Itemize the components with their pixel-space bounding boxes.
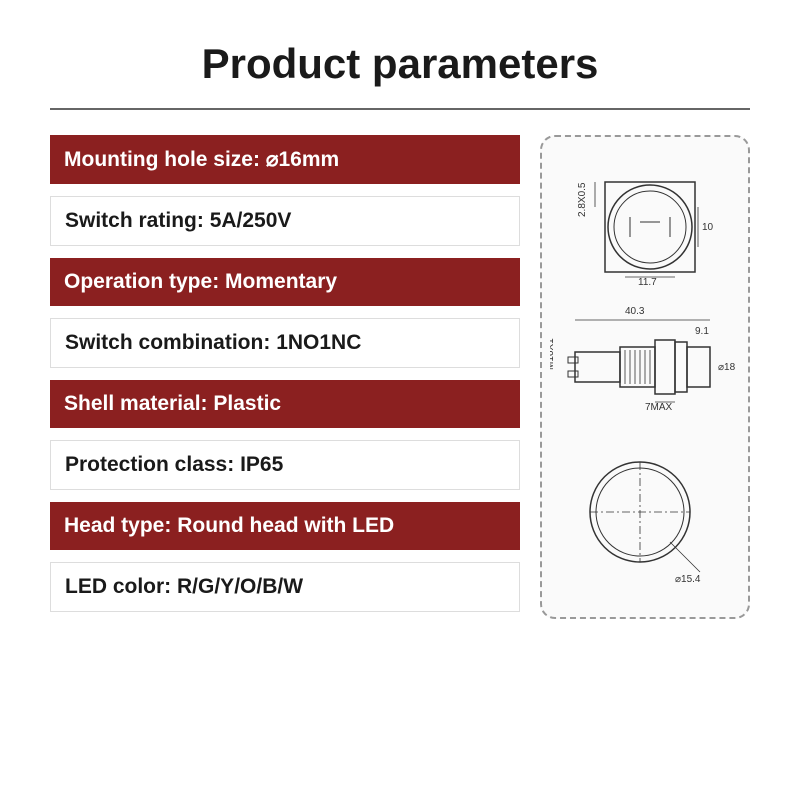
diagram-top-view: 2.8X0.5 10 11.7 bbox=[570, 152, 720, 287]
param-mounting-hole: Mounting hole size: ⌀16mm bbox=[50, 135, 520, 184]
parameter-list: Mounting hole size: ⌀16mm Switch rating:… bbox=[50, 135, 520, 619]
page-title: Product parameters bbox=[50, 40, 750, 88]
dim-label: 10 bbox=[702, 222, 714, 233]
param-value: Plastic bbox=[213, 392, 281, 415]
param-led-color: LED color: R/G/Y/O/B/W bbox=[50, 562, 520, 612]
param-value: 1NO1NC bbox=[276, 331, 361, 354]
param-shell-material: Shell material: Plastic bbox=[50, 380, 520, 428]
param-label: Mounting hole size: bbox=[64, 148, 260, 171]
param-label: Protection class: bbox=[65, 453, 234, 476]
param-value: ⌀16mm bbox=[266, 148, 339, 171]
param-label: Switch combination: bbox=[65, 331, 270, 354]
dim-label: 7MAX bbox=[645, 402, 673, 413]
param-value: 5A/250V bbox=[210, 209, 292, 232]
technical-diagram: 2.8X0.5 10 11.7 40.3 9.1 bbox=[540, 135, 750, 619]
param-head-type: Head type: Round head with LED bbox=[50, 502, 520, 550]
dim-label: 9.1 bbox=[695, 326, 709, 337]
param-value: Momentary bbox=[225, 270, 337, 293]
diagram-side-view: 40.3 9.1 ⌀18 M16X1 7MAX bbox=[550, 302, 740, 432]
param-label: LED color: bbox=[65, 575, 171, 598]
param-protection-class: Protection class: IP65 bbox=[50, 440, 520, 490]
param-operation-type: Operation type: Momentary bbox=[50, 258, 520, 306]
param-label: Switch rating: bbox=[65, 209, 204, 232]
dim-label: 11.7 bbox=[638, 277, 657, 287]
param-label: Operation type: bbox=[64, 270, 219, 293]
content-area: Mounting hole size: ⌀16mm Switch rating:… bbox=[50, 135, 750, 619]
dim-label: 2.8X0.5 bbox=[577, 182, 588, 217]
diagram-front-view: ⌀15.4 bbox=[575, 447, 715, 587]
dim-label: ⌀18 bbox=[718, 362, 736, 373]
param-switch-combination: Switch combination: 1NO1NC bbox=[50, 318, 520, 368]
param-value: R/G/Y/O/B/W bbox=[177, 575, 303, 598]
dim-label: 40.3 bbox=[625, 306, 645, 317]
param-switch-rating: Switch rating: 5A/250V bbox=[50, 196, 520, 246]
param-value: IP65 bbox=[240, 453, 283, 476]
dim-label: ⌀15.4 bbox=[675, 574, 701, 585]
param-label: Shell material: bbox=[64, 392, 208, 415]
dim-label: M16X1 bbox=[550, 338, 556, 370]
param-label: Head type: bbox=[64, 514, 171, 537]
title-underline bbox=[50, 108, 750, 110]
param-value: Round head with LED bbox=[177, 514, 394, 537]
